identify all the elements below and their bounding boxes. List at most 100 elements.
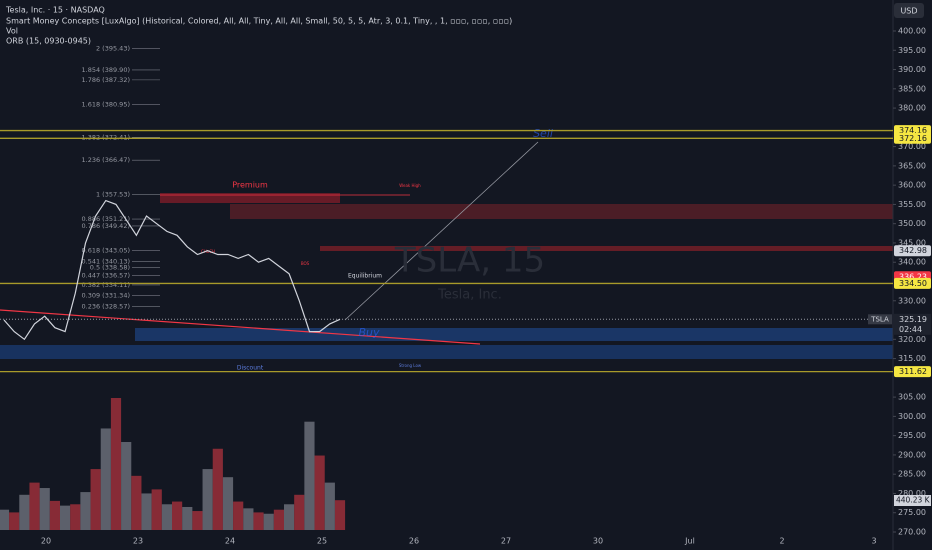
volume-bar — [39, 488, 50, 530]
fib-label: 0.786 (349.42) — [82, 222, 131, 230]
x-tick-label: 23 — [133, 537, 143, 546]
volume-bar — [233, 501, 244, 530]
y-tick-label: 355.00 — [898, 200, 926, 209]
fib-label: 0.309 (331.34) — [82, 292, 131, 300]
y-tick-label: 360.00 — [898, 181, 926, 190]
y-tick-label: 400.00 — [898, 27, 926, 36]
fib-label: 1 (357.53) — [96, 191, 130, 199]
volume-bar — [172, 501, 183, 530]
y-tick-label: 280.00 — [898, 489, 926, 498]
supply-zone — [230, 204, 893, 219]
indicator: ORB (15, 0930-0945) — [6, 37, 91, 46]
volume-bar — [304, 421, 315, 530]
y-tick-label: 275.00 — [898, 508, 926, 517]
fib-label: 0.886 (351.21) — [82, 215, 131, 223]
volume-bar — [161, 504, 172, 530]
volume-bar — [90, 469, 101, 530]
indicator: Vol — [6, 27, 18, 36]
volume-bar — [70, 504, 81, 530]
x-tick-label: 24 — [225, 537, 235, 546]
y-tick-label: 365.00 — [898, 161, 926, 170]
y-tick-label: 330.00 — [898, 296, 926, 305]
y-tick-label: 380.00 — [898, 104, 926, 113]
fib-label: 0.5 (338.58) — [90, 264, 130, 272]
volume-tag-label: 440.23 K — [896, 496, 931, 505]
volume-bar — [263, 513, 274, 530]
watermark: Tesla, Inc. — [437, 288, 502, 303]
fib-label: 1.786 (387.32) — [82, 76, 131, 84]
demand-zone — [135, 328, 893, 341]
fib-label: 0.447 (336.57) — [82, 271, 131, 279]
price-tag-label: 372.16 — [899, 134, 927, 143]
volume-bar — [253, 512, 264, 530]
x-tick-label: 25 — [317, 537, 327, 546]
volume-bar — [9, 512, 20, 530]
projection-arrow — [344, 141, 539, 321]
x-tick-label: 2 — [779, 537, 784, 546]
volume-bar — [324, 482, 335, 530]
fib-label: 0.382 (334.11) — [82, 281, 131, 289]
price-tag-label: 334.50 — [899, 279, 927, 288]
countdown: 02:44 — [899, 325, 922, 334]
volume-bar — [212, 448, 223, 530]
volume-bar — [141, 493, 152, 530]
strong-low-label: Strong Low — [399, 363, 422, 368]
volume-bar — [60, 505, 71, 530]
price-tag-label: 336.23 — [899, 272, 927, 281]
x-tick-label: 26 — [409, 537, 419, 546]
currency[interactable]: USD — [900, 7, 917, 16]
premium-zone — [160, 193, 340, 203]
indicator: Smart Money Concepts [LuxAlgo] (Historic… — [6, 17, 512, 26]
volume-tag — [894, 495, 931, 506]
volume-bar — [151, 489, 162, 530]
price-tag-label: 311.62 — [899, 367, 927, 376]
last-price-label: 325.19 — [899, 315, 927, 324]
equilibrium-label: Equilibrium — [348, 273, 382, 280]
y-tick-label: 320.00 — [898, 335, 926, 344]
volume-bar — [314, 455, 325, 530]
y-tick-label: 385.00 — [898, 84, 926, 93]
x-tick-label: 20 — [41, 537, 51, 546]
y-tick-label: 345.00 — [898, 238, 926, 247]
price-tag-label: 342.98 — [899, 246, 927, 255]
volume-bar — [294, 494, 305, 530]
currency-button[interactable] — [894, 3, 924, 18]
volume-bar — [273, 509, 284, 530]
y-tick-label: 350.00 — [898, 219, 926, 228]
y-tick-label: 295.00 — [898, 431, 926, 440]
volume-bar — [334, 500, 346, 530]
discount-label: Discount — [237, 365, 264, 372]
y-tick-label: 290.00 — [898, 450, 926, 459]
premium-label: Premium — [232, 181, 268, 190]
y-tick-label: 315.00 — [898, 354, 926, 363]
volume-bar — [110, 398, 122, 530]
volume-bar — [182, 506, 193, 530]
y-tick-label: 270.00 — [898, 528, 926, 537]
price-tag — [894, 366, 931, 378]
fib-label: 2 (395.43) — [96, 45, 130, 53]
symbol-title: Tesla, Inc. · 15 · NASDAQ — [5, 6, 105, 15]
trend-line — [0, 309, 481, 345]
price-line — [3, 199, 341, 341]
fib-label: 1.236 (366.47) — [82, 156, 131, 164]
price-tag — [894, 245, 931, 257]
volume-bar — [222, 477, 234, 530]
fib-label: 1.618 (380.95) — [82, 100, 131, 108]
volume-bar — [202, 469, 213, 530]
price-tag — [894, 132, 931, 144]
volume-bar — [284, 504, 295, 530]
y-tick-label: 390.00 — [898, 65, 926, 74]
y-tick-label: 285.00 — [898, 470, 926, 479]
volume-bar — [192, 511, 203, 530]
volume-bar — [131, 475, 142, 530]
watermark: TSLA, 15 — [394, 241, 545, 281]
volume-bar — [49, 500, 60, 530]
discount-zone — [0, 345, 893, 359]
choch-label: CHoCH — [201, 249, 215, 254]
buy-label: Buy — [358, 326, 380, 339]
volume-bar — [243, 508, 254, 530]
fib-label: 1.382 (372.41) — [82, 133, 131, 141]
y-tick-label: 395.00 — [898, 46, 926, 55]
